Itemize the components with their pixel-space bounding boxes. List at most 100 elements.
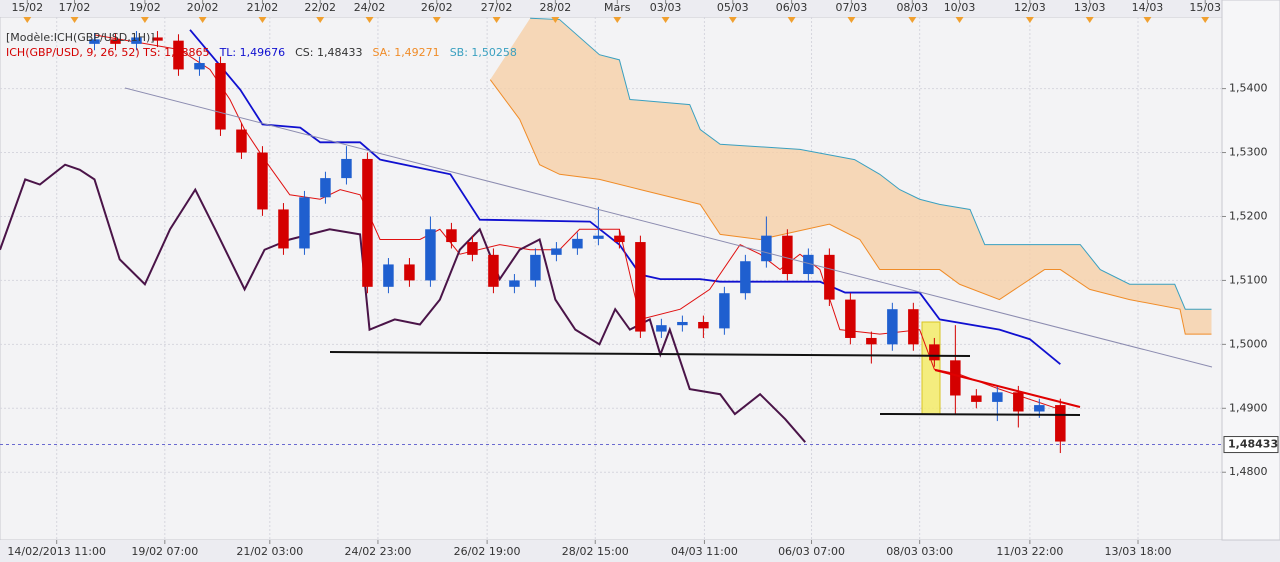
x2-tick-label: 14/03 (1132, 1, 1164, 14)
candle-body (992, 392, 1003, 402)
x2-tick-label: 22/02 (304, 1, 336, 14)
x-tick-label: 08/03 03:00 (886, 545, 953, 558)
candle-body (698, 321, 709, 329)
candle-body (656, 325, 667, 332)
candle-body (845, 299, 856, 338)
candle-body (929, 344, 940, 361)
event-marker (551, 17, 560, 23)
cloud (490, 18, 1212, 335)
candle-body (278, 209, 289, 249)
event-marker (316, 17, 325, 23)
x2-tick-label: 27/02 (481, 1, 513, 14)
candle-body (320, 178, 331, 198)
candle-body (1055, 405, 1066, 442)
legend-entry: [Modèle:ICH(GBP/USD,1H)] (6, 31, 155, 44)
legend: [Modèle:ICH(GBP/USD,1H)] ICH(GBP/USD, 9, … (6, 30, 527, 60)
x-tick-label: 19/02 07:00 (131, 545, 198, 558)
legend-entry: ICH(GBP/USD, 9, 26, 52) TS: 1,48865 (6, 46, 210, 59)
candle-body (572, 238, 583, 249)
candle-body (173, 40, 184, 70)
event-marker (908, 17, 917, 23)
indicator-line (489, 79, 1212, 335)
candle-body (782, 235, 793, 275)
candle-body (530, 254, 541, 281)
x2-tick-label: 13/03 (1074, 1, 1106, 14)
candle-body (509, 280, 520, 287)
x2-tick-label: 28/02 (540, 1, 572, 14)
y-tick-label: 1,5300 (1229, 146, 1268, 159)
y-tick-label: 1,5100 (1229, 273, 1268, 286)
candle-body (215, 63, 226, 130)
candle-body (908, 309, 919, 345)
candle-body (236, 129, 247, 153)
candle-body (404, 264, 415, 281)
x-tick-label: 06/03 07:00 (778, 545, 845, 558)
candle-body (761, 235, 772, 262)
event-marker (365, 17, 374, 23)
event-marker (198, 17, 207, 23)
trend-line (124, 87, 1213, 368)
support-line (329, 351, 971, 357)
x2-tick-label: 26/02 (421, 1, 453, 14)
candle-body (866, 337, 877, 345)
x-tick-label: 28/02 15:00 (562, 545, 629, 558)
y-tick-label: 1,5400 (1229, 82, 1268, 95)
highlight-box (921, 321, 941, 415)
candle-body (131, 37, 142, 44)
legend-entry: SB: 1,50258 (449, 46, 517, 59)
event-marker (1085, 17, 1094, 23)
x2-tick-label: Mars (604, 1, 631, 14)
legend-entry: CS: 1,48433 (295, 46, 363, 59)
candle-body (719, 293, 730, 329)
x2-tick-label: 08/03 (896, 1, 928, 14)
x-tick-label: 04/03 11:00 (671, 545, 738, 558)
event-marker (661, 17, 670, 23)
event-marker (1025, 17, 1034, 23)
candle-body (677, 321, 688, 326)
event-marker (787, 17, 796, 23)
x-tick-label: 21/02 03:00 (236, 545, 303, 558)
candle-body (467, 242, 478, 255)
x2-tick-label: 24/02 (354, 1, 386, 14)
x2-tick-label: 07/03 (836, 1, 868, 14)
event-marker (258, 17, 267, 23)
candle-body (446, 229, 457, 243)
candle-body (488, 254, 499, 287)
candle-body (110, 39, 121, 44)
x2-tick-label: 03/03 (650, 1, 682, 14)
legend-entry: SA: 1,49271 (372, 46, 440, 59)
event-marker (728, 17, 737, 23)
indicator-line (530, 17, 1212, 310)
x2-tick-label: 19/02 (129, 1, 161, 14)
candle-body (593, 235, 604, 239)
candle-body (341, 158, 352, 179)
event-marker (492, 17, 501, 23)
x2-tick-label: 05/03 (717, 1, 749, 14)
x-tick-label: 14/02/2013 11:00 (7, 545, 106, 558)
candle-body (824, 254, 835, 300)
candle-body (551, 248, 562, 255)
candle-body (614, 235, 625, 243)
x2-tick-label: 17/02 (59, 1, 91, 14)
bottom-axis-band (0, 540, 1280, 562)
event-marker (23, 17, 32, 23)
candle-body (635, 242, 646, 332)
candle-body (383, 264, 394, 287)
y-tick-label: 1,5000 (1229, 337, 1268, 350)
candle-body (194, 63, 205, 70)
event-marker (140, 17, 149, 23)
candle-body (362, 158, 373, 287)
candle-body (425, 229, 436, 281)
x-tick-label: 26/02 19:00 (454, 545, 521, 558)
x2-tick-label: 06/03 (776, 1, 808, 14)
candle-body (803, 254, 814, 275)
candle-body (152, 37, 163, 41)
event-marker (1143, 17, 1152, 23)
y-tick-label: 1,4800 (1229, 465, 1268, 478)
top-axis-band (0, 0, 1222, 17)
candle-body (1013, 392, 1024, 412)
event-marker (432, 17, 441, 23)
x-tick-label: 13/03 18:00 (1105, 545, 1172, 558)
